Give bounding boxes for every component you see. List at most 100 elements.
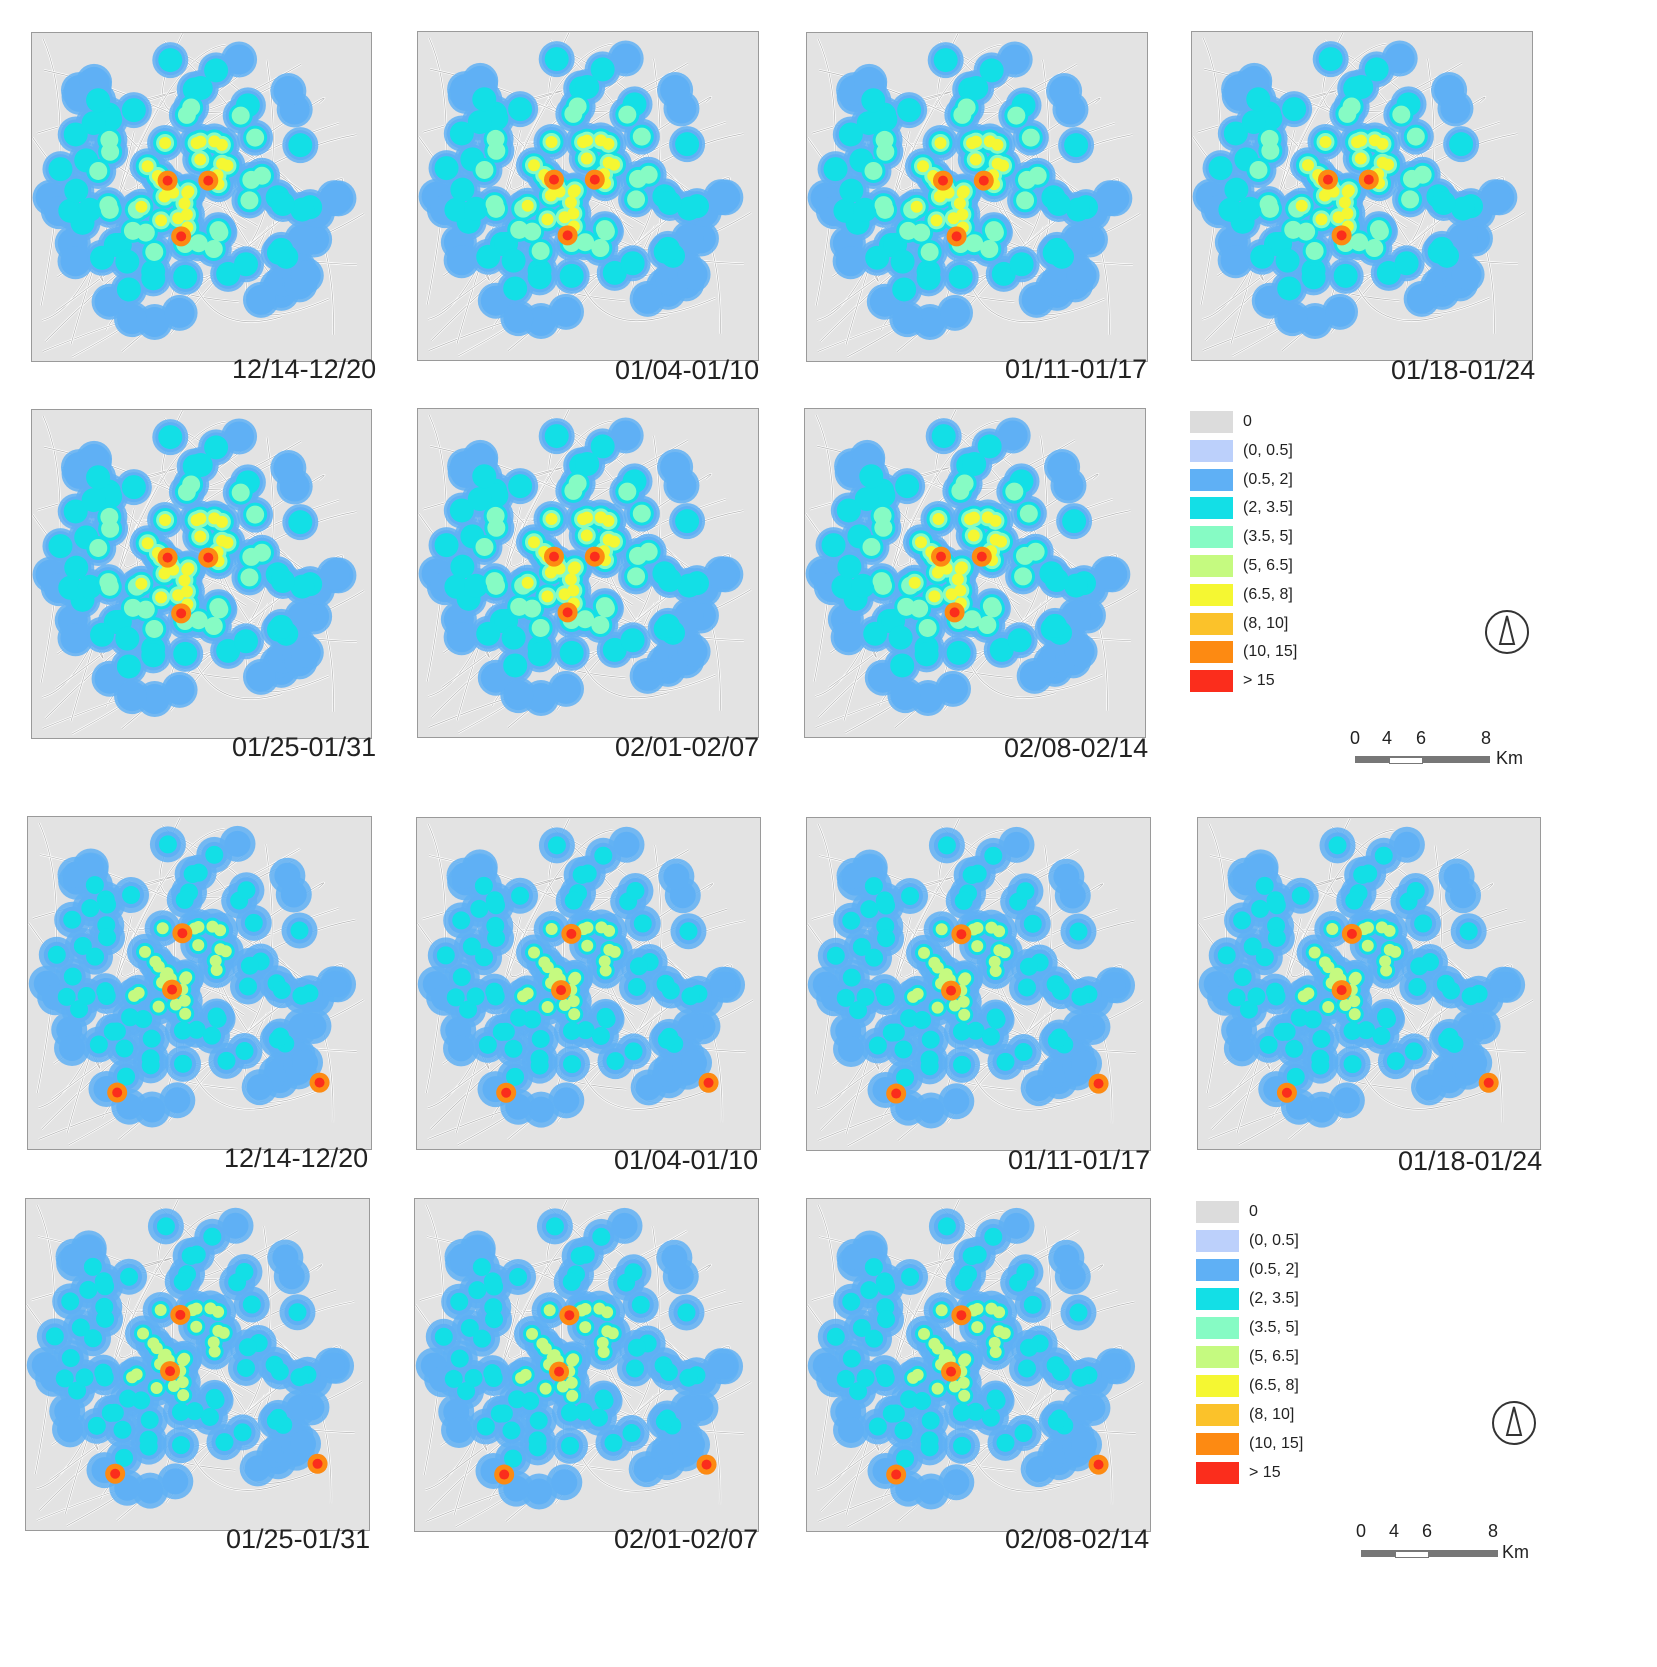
density-blob — [194, 153, 207, 166]
heatmap-canvas — [418, 32, 752, 357]
density-blob — [487, 141, 506, 160]
legend-swatch — [1190, 440, 1233, 462]
road-line — [428, 697, 515, 734]
density-blob — [581, 939, 594, 952]
density-blob — [908, 576, 921, 589]
density-blob — [1277, 1022, 1296, 1041]
density-blob — [290, 260, 321, 291]
road-line — [428, 696, 516, 734]
density-blob — [856, 854, 883, 881]
density-blob — [1254, 285, 1285, 316]
density-blob — [139, 306, 170, 337]
density-blob — [564, 196, 577, 209]
density-blob — [1051, 982, 1070, 1001]
density-blob — [115, 249, 140, 274]
density-blob — [1062, 509, 1087, 534]
density-blob — [1275, 248, 1300, 273]
density-blob — [207, 1007, 226, 1026]
density-blob — [219, 945, 232, 958]
density-blob — [1224, 177, 1249, 202]
density-blob — [85, 876, 104, 895]
density-blob — [933, 190, 946, 203]
density-blob — [101, 519, 120, 538]
density-blob — [449, 498, 474, 523]
density-blob — [823, 157, 848, 182]
density-blob — [188, 453, 213, 478]
density-blob — [872, 572, 891, 591]
density-blob — [1049, 75, 1080, 106]
density-blob — [1434, 74, 1465, 105]
hotspot — [589, 174, 600, 185]
hotspot — [1336, 985, 1347, 996]
density-blob — [853, 197, 878, 222]
heatmap-canvas — [32, 410, 365, 735]
period-label: 01/18-01/24 — [1391, 355, 1536, 385]
density-blob — [563, 1055, 582, 1074]
density-blob — [527, 642, 552, 667]
density-blob — [962, 452, 987, 477]
density-blob — [988, 955, 1001, 968]
road-line — [40, 415, 61, 683]
density-blob — [70, 1000, 89, 1019]
road-line — [1202, 319, 1290, 357]
density-blob — [288, 510, 313, 535]
density-blob — [901, 887, 920, 906]
density-blob — [1480, 182, 1511, 213]
density-blob — [838, 1036, 865, 1063]
scale-tick-label: 6 — [1416, 728, 1427, 748]
legend-label: (8, 10] — [1243, 615, 1289, 632]
density-blob — [1369, 220, 1388, 239]
density-blob — [178, 197, 191, 210]
density-blob — [877, 896, 896, 915]
density-blob — [77, 574, 102, 599]
density-blob — [1014, 567, 1033, 586]
density-blob — [116, 654, 141, 679]
density-blob — [836, 988, 855, 1007]
density-blob — [610, 43, 641, 74]
density-blob — [569, 971, 582, 984]
density-blob — [1461, 1049, 1488, 1076]
density-blob — [242, 170, 261, 189]
density-blob — [551, 673, 582, 704]
road-line — [817, 1109, 906, 1147]
density-blob — [221, 536, 234, 549]
density-blob — [155, 214, 168, 227]
density-blob — [618, 482, 637, 501]
density-blob — [869, 286, 900, 317]
density-blob — [221, 159, 234, 172]
density-blob — [149, 955, 162, 968]
density-blob — [590, 57, 615, 82]
density-blob — [1308, 1096, 1335, 1123]
density-blob — [1046, 191, 1071, 216]
density-blob — [602, 637, 627, 662]
density-blob — [888, 625, 913, 650]
hotspot — [703, 1077, 714, 1088]
density-blob — [1401, 190, 1420, 209]
density-blob — [1328, 836, 1347, 855]
density-blob — [467, 110, 492, 135]
period-label: 01/11-01/17 — [1005, 354, 1148, 384]
road-line — [815, 823, 836, 1094]
hotspot — [549, 551, 559, 562]
density-blob — [123, 598, 142, 617]
density-blob — [1333, 263, 1358, 288]
density-blob — [1326, 922, 1339, 935]
heatmap-canvas — [32, 33, 365, 358]
density-blob — [1457, 1013, 1484, 1040]
density-blob — [194, 530, 207, 543]
density-blob — [187, 1020, 206, 1039]
density-blob — [1016, 882, 1035, 901]
density-blob — [864, 877, 883, 896]
density-blob — [997, 159, 1010, 172]
density-blob — [1019, 504, 1038, 523]
density-blob — [480, 662, 511, 693]
density-blob — [1406, 283, 1437, 314]
density-blob — [446, 988, 465, 1007]
heatmap-map — [27, 816, 372, 1150]
density-blob — [1286, 1067, 1305, 1086]
density-blob — [189, 611, 208, 630]
density-blob — [139, 1096, 166, 1123]
heatmap-map — [806, 32, 1148, 362]
density-blob — [178, 574, 191, 587]
density-blob — [591, 616, 610, 635]
